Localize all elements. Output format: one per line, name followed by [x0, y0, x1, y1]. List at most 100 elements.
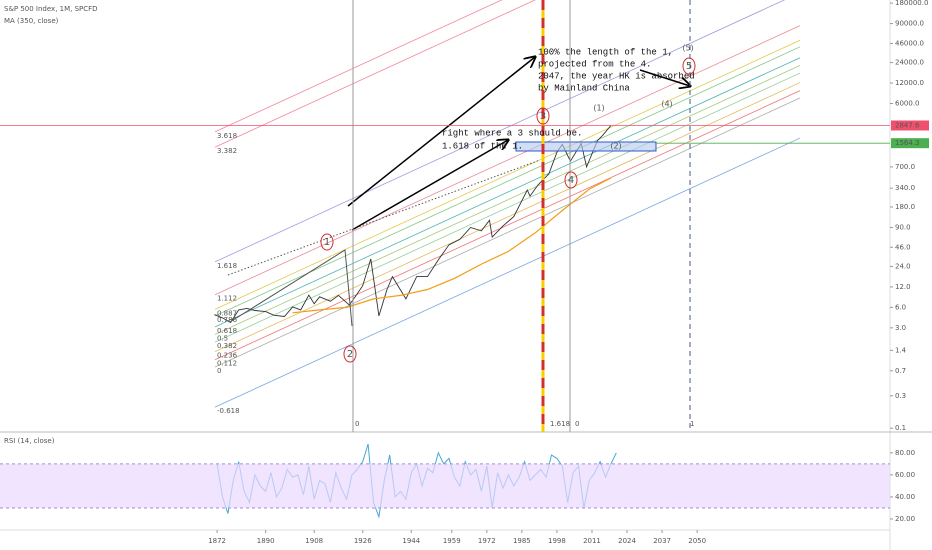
- series-label: MA (350, close): [4, 17, 59, 25]
- rsi-title: RSI (14, close): [4, 437, 55, 445]
- x-tick-label: 1926: [354, 537, 372, 545]
- x-tick-label: 2037: [653, 537, 671, 545]
- y-tick-label: 0.3: [895, 392, 906, 400]
- y-tick-label: 6.0: [895, 303, 906, 311]
- fib-label: 0.112: [217, 360, 237, 368]
- wave-label: 5: [686, 61, 692, 72]
- fib-line: [214, 137, 801, 408]
- y-tick-label: 80.00: [895, 449, 915, 457]
- fib-label: 0.5: [217, 335, 228, 343]
- y-tick-label: 90000.0: [895, 20, 924, 28]
- fib-label: 0.382: [217, 342, 237, 350]
- annotation: right where a 3 should be.: [442, 128, 582, 138]
- y-tick-label: 12.0: [895, 283, 911, 291]
- series-line: [292, 177, 612, 314]
- wave-label: (1): [593, 104, 604, 113]
- fib-label: 0.887: [217, 309, 237, 317]
- annotation: projected from the 4.: [538, 59, 651, 69]
- x-tick-label: 2050: [688, 537, 706, 545]
- x-tick-label: 1872: [208, 537, 226, 545]
- wave-label: (4): [661, 100, 672, 109]
- fib-line: [214, 25, 801, 296]
- x-tick-label: 2011: [583, 537, 601, 545]
- y-tick-label: 180.0: [895, 203, 915, 211]
- y-tick-label: 6000.0: [895, 99, 920, 107]
- y-tick-label: 700.0: [895, 163, 915, 171]
- fib-label: 0.618: [217, 327, 237, 335]
- x-tick-label: 1998: [548, 537, 566, 545]
- fib-line: [214, 0, 536, 148]
- wave-label: 4: [568, 175, 574, 186]
- fib-label: 0: [217, 367, 221, 375]
- fib-label: 0.236: [217, 352, 238, 360]
- fib-line: [214, 72, 801, 343]
- y-tick-label: 90.0: [895, 223, 911, 231]
- arrow: [639, 69, 690, 86]
- annotation: by Mainland China: [538, 83, 630, 93]
- series-line: [214, 125, 612, 324]
- y-tick-label: 40.00: [895, 493, 915, 501]
- wave-circle: [536, 107, 550, 125]
- fib-line: [214, 57, 801, 328]
- price-box: [891, 120, 929, 131]
- fib-label: 0.786: [217, 316, 238, 324]
- y-tick-label: 60.00: [895, 471, 915, 479]
- wave-circle: [682, 57, 696, 75]
- time-fib-label: 0: [355, 420, 359, 428]
- y-tick-label: 340.0: [895, 184, 915, 192]
- y-tick-label: 46000.0: [895, 39, 924, 47]
- annotation: 1.618 of the 1.: [442, 141, 523, 151]
- y-tick-label: 180000.0: [895, 0, 928, 7]
- fib-line: [214, 0, 786, 263]
- fib-label: 3.382: [217, 147, 237, 155]
- price-label: 1564.3: [895, 139, 920, 147]
- y-tick-label: 12000.0: [895, 79, 924, 87]
- annotation: 100% the length of the 1,: [538, 47, 673, 57]
- fib-label: 1.618: [217, 262, 237, 270]
- y-tick-label: 0.7: [895, 367, 906, 375]
- trend-line: [227, 159, 541, 276]
- series-label: S&P 500 Index, 1M, SPCFD: [4, 5, 98, 13]
- y-tick-label: 0.1: [895, 424, 906, 432]
- wave-label: (5): [682, 44, 693, 53]
- y-tick-label: 24000.0: [895, 59, 924, 67]
- y-tick-label: 24.0: [895, 262, 911, 270]
- wave-label: 2: [347, 349, 353, 360]
- x-tick-label: 1985: [513, 537, 531, 545]
- fib-line: [214, 65, 801, 335]
- wave-label: 3: [540, 111, 546, 122]
- fib-label: 1.112: [217, 295, 237, 303]
- wave-circle: [343, 345, 357, 363]
- x-tick-label: 1890: [257, 537, 275, 545]
- price-box: [891, 138, 929, 149]
- fib-line: [214, 90, 801, 361]
- x-tick-label: 1944: [402, 537, 420, 545]
- fib-line: [214, 82, 801, 353]
- zone-box: [515, 141, 657, 152]
- price-label: 2847.6: [895, 121, 920, 129]
- wave-circle: [564, 171, 578, 189]
- fib-label: 3.618: [217, 132, 237, 140]
- arrow: [351, 140, 508, 231]
- wave-circle: [320, 233, 334, 251]
- time-fib-label: 0: [575, 420, 579, 428]
- wave-line: [229, 249, 353, 327]
- fib-line: [214, 46, 801, 317]
- x-tick-label: 1972: [478, 537, 496, 545]
- wave-label: (2): [610, 142, 621, 151]
- y-tick-label: 1.4: [895, 346, 907, 354]
- x-tick-label: 2024: [618, 537, 636, 545]
- y-tick-label: 46.0: [895, 243, 911, 251]
- arrow: [347, 57, 535, 207]
- time-fib-label: 1.618: [550, 420, 570, 428]
- x-tick-label: 1959: [443, 537, 461, 545]
- y-tick-label: 20.00: [895, 515, 915, 523]
- fib-label: -0.618: [217, 407, 240, 415]
- x-tick-label: 1908: [305, 537, 323, 545]
- fib-line: [214, 0, 503, 133]
- annotation: 2047, the year HK is absorbed: [538, 71, 695, 81]
- fib-line: [214, 97, 801, 368]
- rsi-band: [0, 463, 890, 508]
